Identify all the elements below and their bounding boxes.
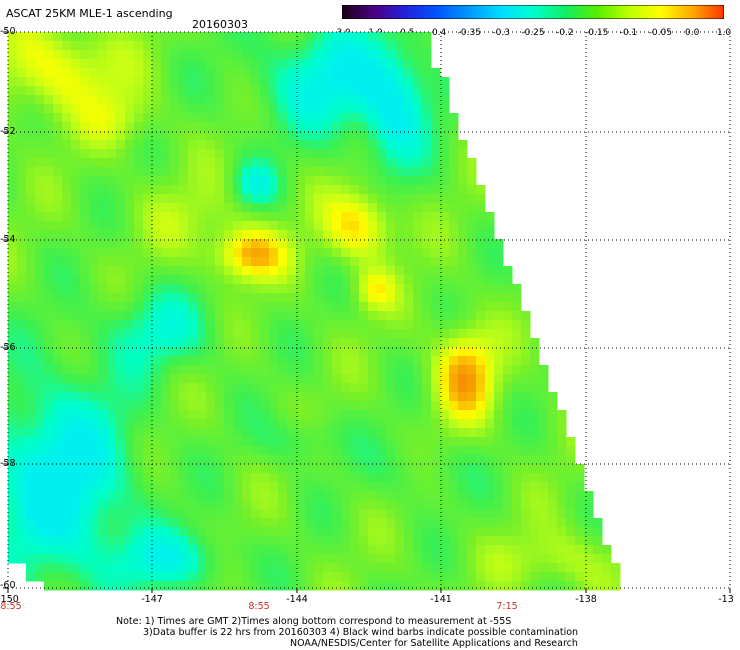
colorbar bbox=[342, 5, 724, 19]
time-label-1: 8:55 bbox=[0, 601, 22, 612]
colorbar-gradient bbox=[342, 5, 724, 19]
note-line-2: 3)Data buffer is 22 hrs from 20160303 4)… bbox=[143, 627, 579, 638]
lon-label-150: -150 bbox=[0, 594, 19, 605]
map-title: ASCAT 25KM MLE-1 ascending bbox=[6, 7, 173, 20]
colorbar-label: -0.1 bbox=[619, 28, 638, 38]
lat-label-52: -52 bbox=[0, 126, 16, 137]
lon-label-138: -138 bbox=[575, 594, 597, 605]
lon-label-141: -141 bbox=[430, 594, 452, 605]
colorbar-label: -0.2 bbox=[556, 28, 574, 38]
lat-lon-grid bbox=[7, 31, 731, 589]
lat-label-58: -58 bbox=[0, 458, 16, 469]
lon-label-135: -13 bbox=[718, 594, 734, 605]
axis-ticks bbox=[3, 31, 731, 593]
colorbar-label: -0.3 bbox=[492, 28, 510, 38]
map-date: 20160303 bbox=[192, 18, 248, 31]
lat-label-56: -56 bbox=[0, 342, 16, 353]
colorbar-label: -0.15 bbox=[585, 28, 609, 38]
colorbar-label: -0.35 bbox=[457, 28, 481, 38]
colorbar-label: -0.25 bbox=[521, 28, 545, 38]
lon-label-144: -144 bbox=[286, 594, 308, 605]
colorbar-label: 0.0 bbox=[684, 28, 700, 38]
colorbar-label: 1.0 bbox=[716, 28, 732, 38]
lat-label-60: -60 bbox=[0, 580, 16, 591]
note-line-3: NOAA/NESDIS/Center for Satellite Applica… bbox=[290, 638, 578, 649]
lat-label-50: -50 bbox=[0, 26, 16, 37]
time-label-3: 7:15 bbox=[496, 601, 518, 612]
note-line-1: Note: 1) Times are GMT 2)Times along bot… bbox=[116, 616, 512, 627]
lat-label-54: -54 bbox=[0, 234, 16, 245]
colorbar-label: -0.05 bbox=[648, 28, 672, 38]
time-label-2: 8:55 bbox=[248, 601, 270, 612]
lon-label-147: -147 bbox=[141, 594, 163, 605]
data-swath bbox=[8, 32, 621, 591]
colorbar-label: -0.4 bbox=[428, 28, 447, 38]
